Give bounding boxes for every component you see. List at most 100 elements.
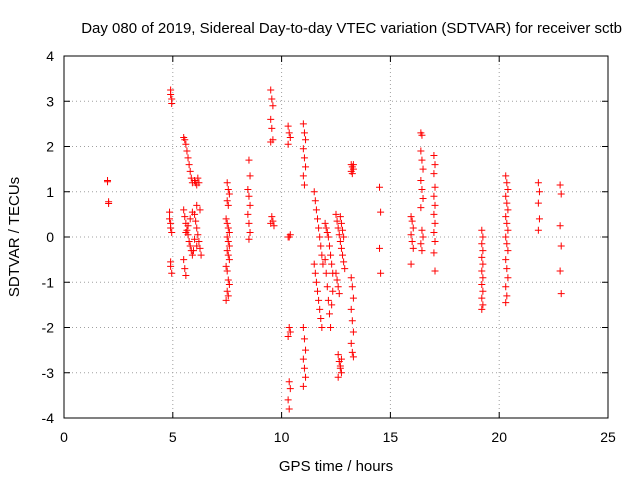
y-tick-label: 3 [46, 93, 54, 109]
y-tick-label: -1 [42, 274, 55, 290]
data-point [246, 172, 254, 180]
data-point [223, 267, 231, 275]
data-point [479, 287, 487, 295]
data-point [335, 290, 343, 298]
data-point [418, 247, 426, 255]
data-point [299, 172, 307, 180]
data-point [337, 244, 345, 252]
data-point [245, 219, 253, 227]
data-point [332, 269, 340, 277]
data-point [503, 265, 511, 273]
y-tick-label: 2 [46, 139, 54, 155]
data-point [184, 154, 192, 162]
data-point [334, 283, 342, 291]
data-point [286, 133, 294, 141]
data-point [556, 267, 564, 275]
data-point [557, 290, 565, 298]
x-tick-label: 20 [491, 429, 507, 445]
data-point [349, 353, 357, 361]
data-point [409, 244, 417, 252]
data-point [314, 215, 322, 223]
data-point [321, 256, 329, 264]
data-point [284, 122, 292, 130]
data-point [327, 251, 335, 259]
data-point [224, 292, 232, 300]
data-point [535, 188, 543, 196]
data-point [168, 228, 176, 236]
data-point [348, 317, 356, 325]
axis-ticks: 0 5 10 15 20 25 -4 -3 -2 -1 0 1 2 3 4 [42, 48, 616, 445]
data-point [430, 249, 438, 257]
data-point [315, 224, 323, 232]
y-tick-label: 1 [46, 184, 54, 200]
data-point [430, 170, 438, 178]
data-point [349, 294, 357, 302]
data-point [244, 210, 252, 218]
data-point [327, 324, 335, 331]
data-point [181, 265, 189, 273]
data-point [325, 242, 333, 250]
data-point [418, 185, 426, 193]
data-point [223, 287, 231, 295]
data-point [407, 260, 415, 268]
data-point [376, 183, 384, 191]
data-point [224, 201, 232, 209]
data-point [503, 179, 511, 187]
data-point [328, 260, 336, 268]
data-point [534, 199, 542, 207]
data-point [245, 192, 253, 200]
data-point [323, 283, 331, 291]
data-point [332, 210, 340, 218]
data-point [417, 240, 425, 248]
data-point [310, 188, 318, 196]
data-point [341, 265, 349, 273]
data-point [311, 269, 319, 277]
data-point [284, 233, 292, 241]
data-point [348, 283, 356, 291]
data-point [417, 176, 425, 184]
data-point [284, 396, 292, 404]
data-point [339, 226, 347, 234]
data-point [337, 355, 345, 363]
data-point [225, 190, 233, 198]
data-point [347, 339, 355, 347]
data-point [166, 215, 174, 223]
data-point [225, 228, 233, 236]
data-point [323, 228, 331, 236]
data-point [478, 240, 486, 248]
y-axis-label: SDTVAR / TECUs [6, 177, 23, 297]
data-point [348, 348, 356, 356]
x-tick-label: 5 [169, 429, 177, 445]
data-point [502, 213, 510, 221]
data-point [225, 256, 233, 264]
data-point [502, 233, 510, 241]
data-point [302, 136, 310, 144]
data-point [430, 228, 438, 236]
data-point [300, 364, 308, 372]
data-point [299, 120, 307, 128]
data-point [478, 281, 486, 289]
data-point [348, 170, 356, 178]
data-point [557, 190, 565, 198]
data-point [299, 145, 307, 153]
data-point [195, 179, 203, 187]
data-point [333, 217, 341, 225]
data-point [417, 204, 425, 212]
data-point [339, 251, 347, 259]
data-point [417, 147, 425, 155]
data-point [340, 233, 348, 241]
data-point [337, 369, 345, 377]
data-point [419, 233, 427, 241]
y-tick-label: 0 [46, 229, 54, 245]
data-point [267, 138, 275, 146]
data-point [268, 213, 276, 221]
data-point [502, 256, 510, 264]
data-point [479, 301, 487, 309]
data-point [479, 274, 487, 282]
data-point [224, 276, 232, 284]
data-point [168, 100, 176, 108]
data-point [324, 296, 332, 304]
y-tick-label: -2 [42, 320, 55, 336]
data-point [377, 208, 385, 216]
data-point [268, 124, 276, 132]
